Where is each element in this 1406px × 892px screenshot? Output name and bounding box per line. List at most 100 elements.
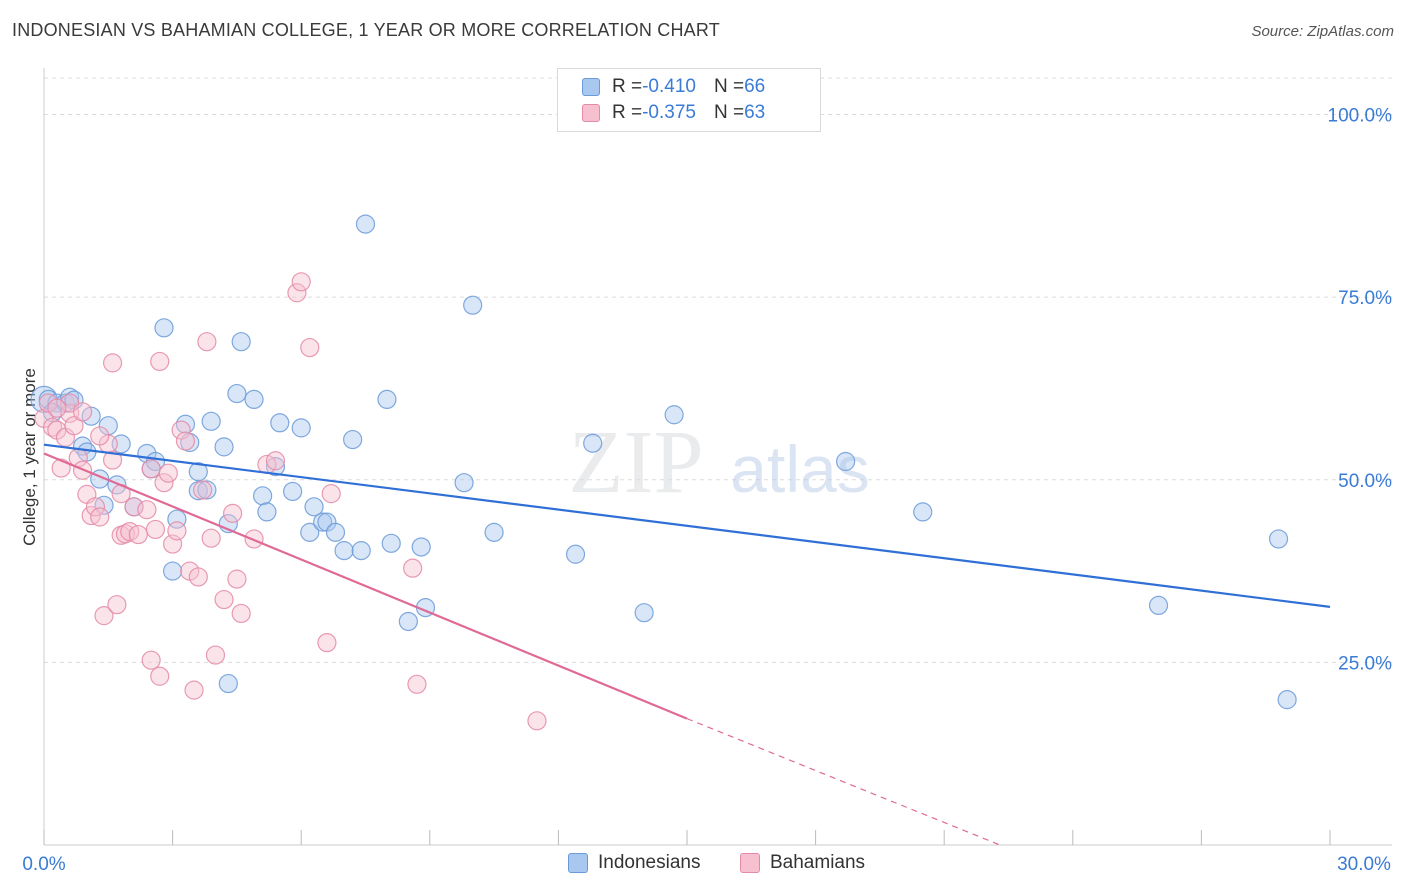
bahamian-point xyxy=(300,337,320,358)
bahamian-point xyxy=(265,451,286,471)
y-tick-label: 25.0% xyxy=(1338,653,1392,674)
indonesian-point xyxy=(253,486,273,506)
legend-r-value: -0.375 xyxy=(642,102,696,123)
y-tick-label: 75.0% xyxy=(1338,288,1392,309)
indonesian-point xyxy=(304,497,324,517)
indonesian-point xyxy=(411,537,431,557)
indonesian-point xyxy=(154,318,174,338)
legend-r-value: -0.410 xyxy=(642,76,696,97)
bahamian-point xyxy=(231,603,251,624)
bottom-legend-swatch-indonesians xyxy=(568,853,588,873)
indonesian-point xyxy=(291,418,311,438)
indonesian-point xyxy=(201,411,221,431)
legend-n-label: N = xyxy=(713,76,745,97)
indonesian-point xyxy=(244,389,264,410)
indonesian-point xyxy=(163,561,183,581)
indonesian-point xyxy=(664,405,684,425)
indonesian-point xyxy=(270,413,290,433)
bottom-legend-label: Bahamians xyxy=(770,852,866,873)
bahamian-point xyxy=(184,680,204,700)
stats-legend: R = -0.410 N = 66 R = -0.375 N = 63 xyxy=(557,68,821,132)
bahamian-point xyxy=(223,503,243,523)
bahamian-point xyxy=(85,497,106,517)
indonesian-point xyxy=(300,522,320,542)
grid-layer xyxy=(44,77,1392,663)
indonesian-point xyxy=(1277,690,1297,710)
indonesian-point xyxy=(398,611,418,632)
tick-labels: 25.0% 50.0% 75.0% 100.0% 0.0% 30.0% xyxy=(22,106,1392,875)
bahamian-point xyxy=(175,431,196,451)
legend-r-label: R = xyxy=(612,102,643,123)
bahamian-point xyxy=(167,521,187,541)
bahamian-point xyxy=(403,558,423,578)
indonesian-point xyxy=(381,533,401,553)
bottom-legend-indonesians[interactable]: Indonesians xyxy=(568,852,700,874)
indonesian-point xyxy=(454,473,474,493)
bahamian-point xyxy=(317,633,337,653)
bahamian-point xyxy=(321,484,341,504)
bahamian-point xyxy=(150,351,170,372)
bahamian-point xyxy=(51,458,71,478)
indonesian-point xyxy=(283,481,303,502)
legend-r-label: R = xyxy=(612,76,643,97)
bahamian-point xyxy=(188,567,208,587)
indonesian-point xyxy=(214,437,234,457)
bahamian-point xyxy=(214,589,234,610)
indonesian-point xyxy=(583,433,603,453)
bahamian-point xyxy=(137,500,157,520)
indonesian-point xyxy=(355,214,376,234)
bahamian-point xyxy=(197,332,217,352)
indonesian-point xyxy=(81,406,101,426)
indonesian-point xyxy=(463,295,483,315)
bahamian-point xyxy=(107,595,127,615)
indonesian-point xyxy=(351,541,371,561)
legend-row-indonesians: R = -0.410 N = 66 xyxy=(582,75,765,99)
bahamian-point xyxy=(227,569,247,589)
bahamian-point xyxy=(47,398,67,418)
indonesian-point xyxy=(377,389,397,410)
watermark: ZIP atlas xyxy=(569,413,870,512)
bahamian-point xyxy=(145,519,166,540)
y-tick-label: 100.0% xyxy=(1328,106,1393,127)
trend-layer xyxy=(43,443,1331,846)
indonesian-point xyxy=(218,673,238,694)
y-tick-label: 50.0% xyxy=(1338,471,1392,492)
indonesian-point xyxy=(313,512,333,532)
chart-title: INDONESIAN VS BAHAMIAN COLLEGE, 1 YEAR O… xyxy=(12,20,720,40)
bahamian-trend-line xyxy=(43,452,688,720)
bahamian-point xyxy=(141,650,161,670)
legend-row-bahamians: R = -0.375 N = 63 xyxy=(582,101,765,125)
bahamian-point xyxy=(102,450,123,470)
bottom-legend-label: Indonesians xyxy=(598,852,701,873)
indonesian-point xyxy=(565,544,586,564)
legend-swatch-indonesians xyxy=(582,78,600,96)
bahamian-point xyxy=(407,674,427,694)
indonesian-point xyxy=(334,541,354,561)
watermark-zip: ZIP xyxy=(569,413,704,512)
indonesian-point xyxy=(188,462,208,482)
indonesian-point xyxy=(325,522,346,542)
bahamian-point xyxy=(205,645,226,665)
indonesian-point xyxy=(1148,595,1169,616)
indonesian-point xyxy=(1268,529,1289,549)
indonesian-point xyxy=(227,383,247,404)
bahamian-point xyxy=(527,711,547,731)
bottom-legend-swatch-bahamians xyxy=(740,853,760,873)
legend-n-value: 66 xyxy=(744,76,766,97)
bahamian-point xyxy=(201,528,221,548)
source-label: Source: ZipAtlas.com xyxy=(1251,23,1394,40)
bahamian-point xyxy=(287,283,307,303)
bottom-legend-bahamians[interactable]: Bahamians xyxy=(740,852,865,874)
bahamian-point xyxy=(90,507,110,527)
axes-layer xyxy=(43,68,1392,846)
bahamian-point xyxy=(141,459,161,479)
bahamian-point xyxy=(171,420,191,440)
indonesian-point xyxy=(913,502,933,522)
bahamian-point xyxy=(72,402,93,422)
legend-n-label: N = xyxy=(713,102,745,123)
bahamian-point xyxy=(102,353,123,373)
indonesian-point xyxy=(343,429,363,450)
bahamian-point xyxy=(291,272,311,292)
legend-swatch-bahamians xyxy=(582,104,600,122)
